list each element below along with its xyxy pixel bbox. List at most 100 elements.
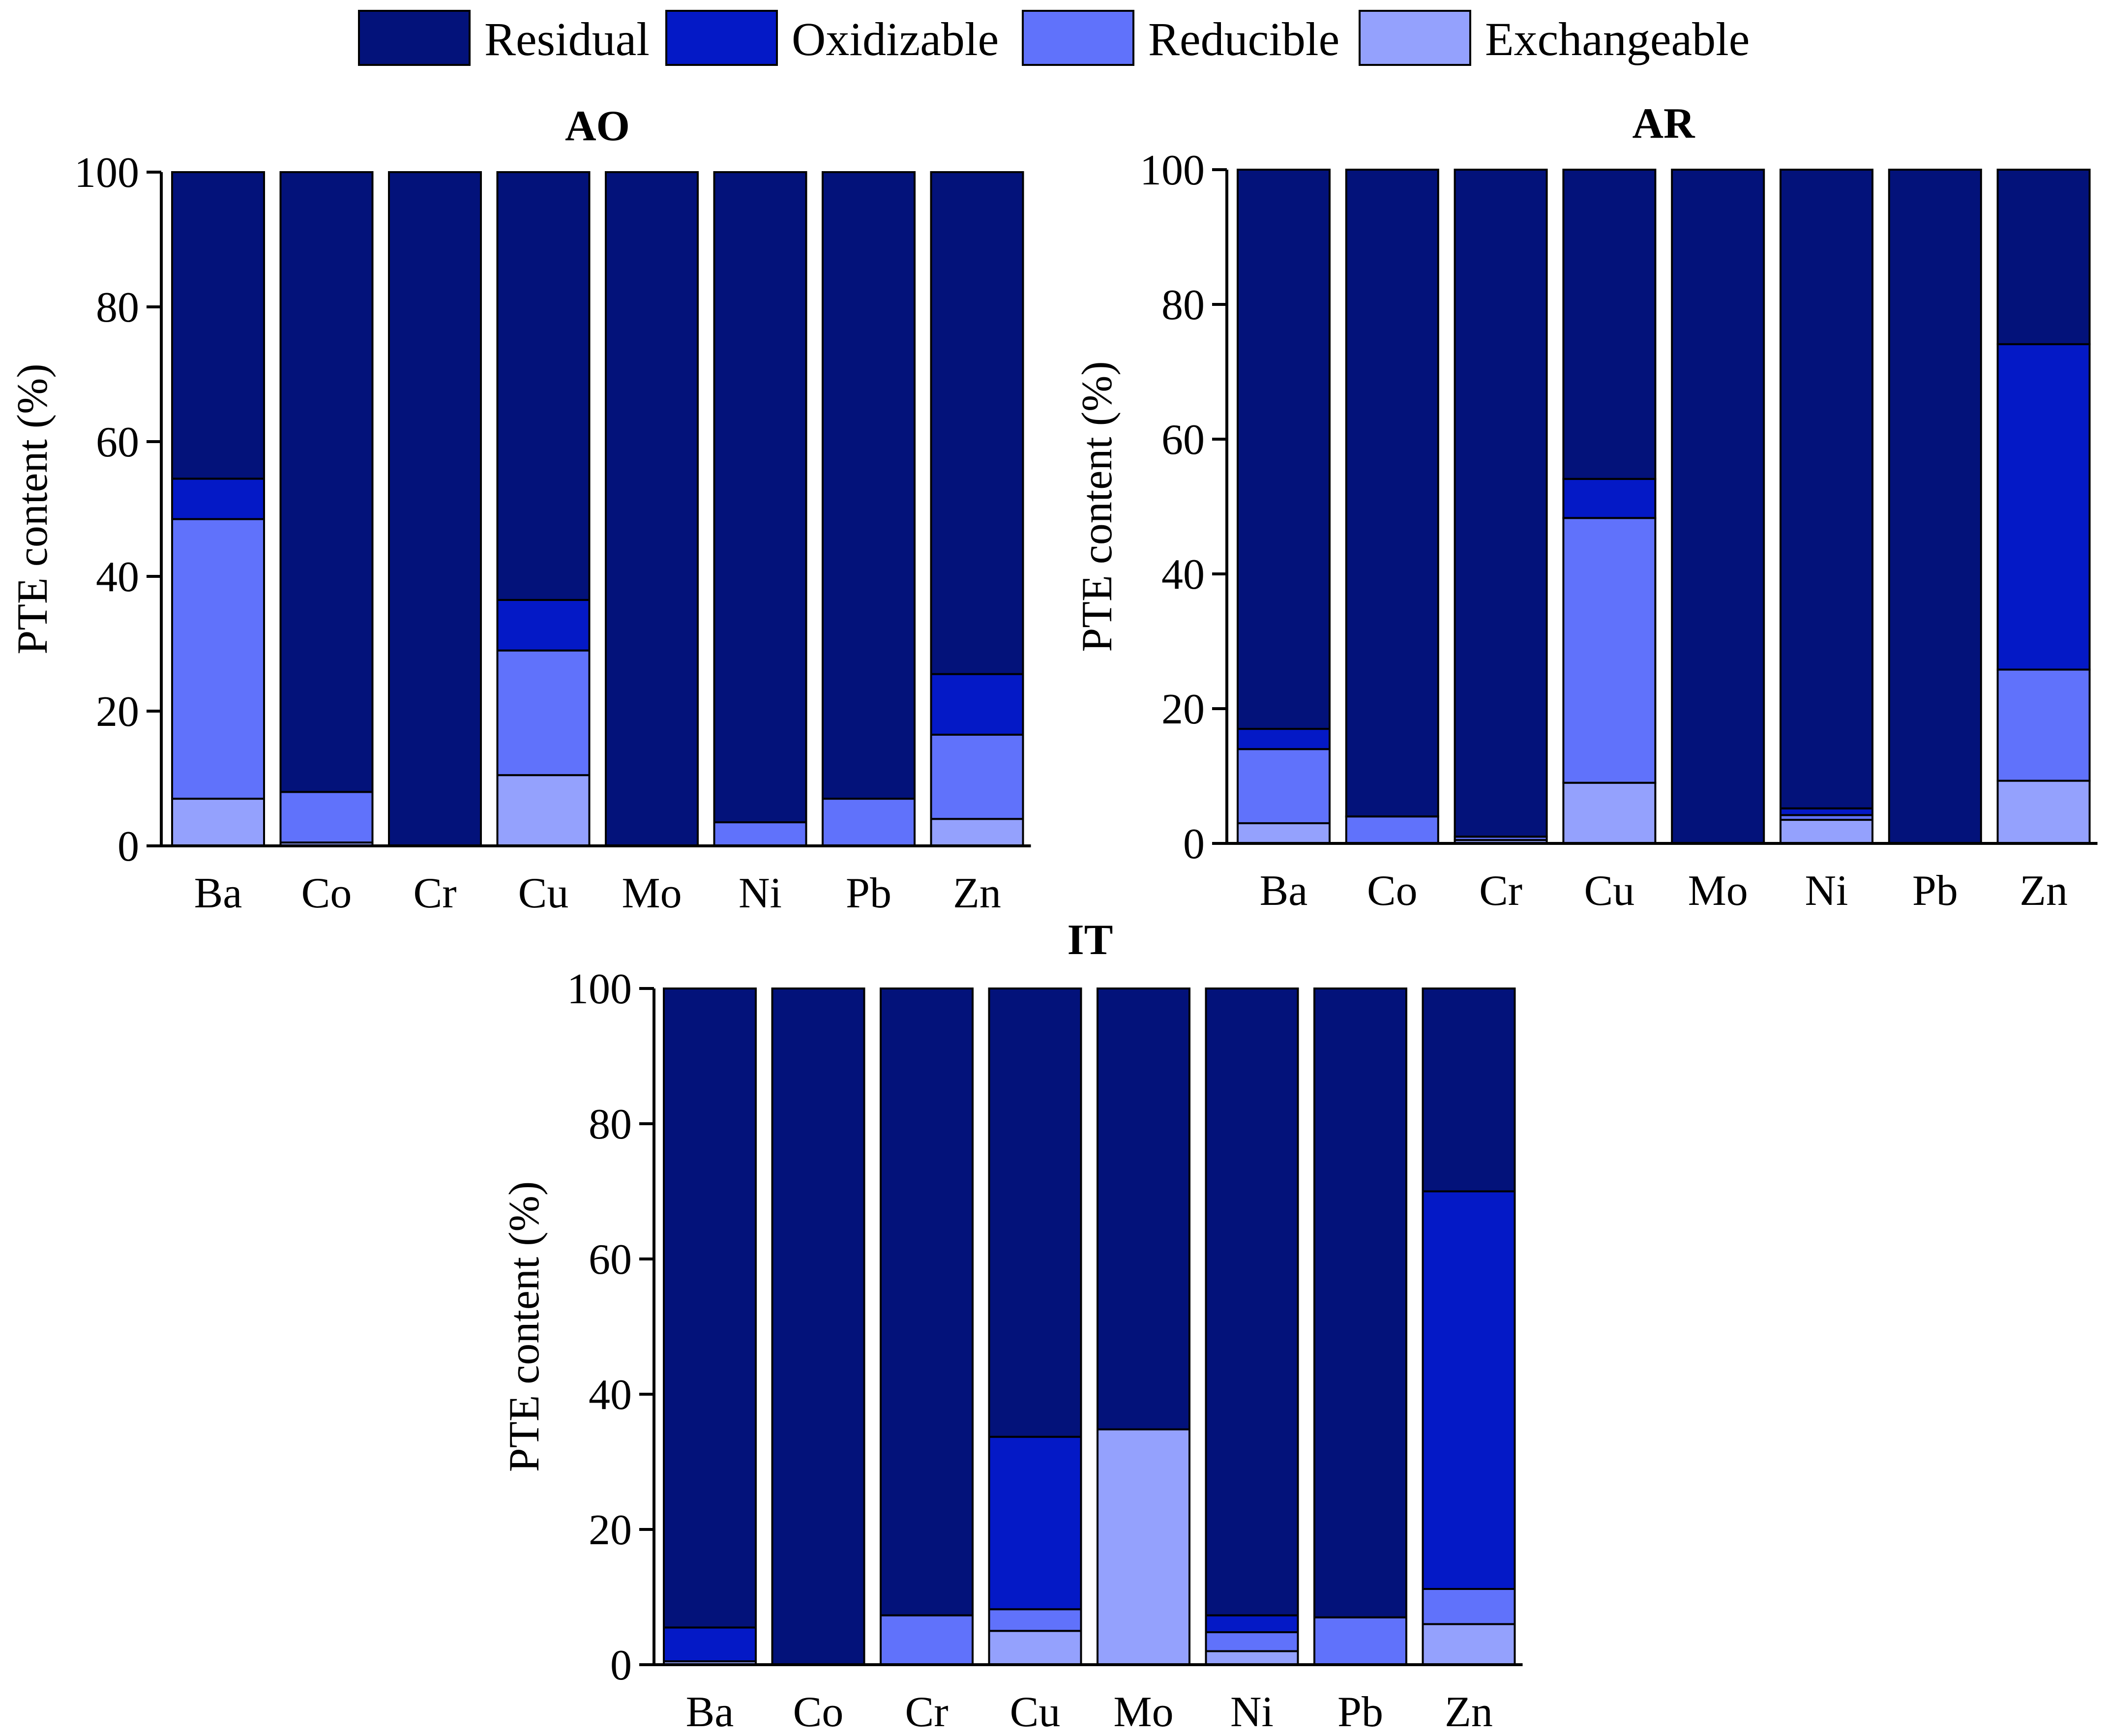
legend-label-oxidizable: Oxidizable (792, 13, 999, 65)
bar-ao-cu-oxidizable (496, 599, 591, 652)
bar-ar-cu-oxidizable (1562, 478, 1657, 519)
x-tick-label-it-zn: Zn (1445, 1688, 1493, 1736)
bar-it-ba-oxidizable (663, 1626, 757, 1663)
bar-ar-zn-exchangeable (1996, 779, 2091, 844)
bar-it-co-residual (771, 988, 865, 1666)
panel-title-it: IT (1068, 916, 1113, 964)
legend-swatch-residual (358, 10, 471, 66)
bar-it-zn-reducible (1422, 1588, 1516, 1625)
bar-ao-zn-residual (930, 171, 1024, 675)
x-tick-label-ao-ni: Ni (739, 869, 782, 917)
x-tick-label-ar-co: Co (1367, 867, 1418, 915)
bar-ar-ba-residual (1237, 169, 1331, 730)
y-tick-label-ao-80: 80 (96, 284, 139, 331)
bar-ao-ba-oxidizable (171, 478, 265, 520)
legend-swatch-oxidizable (665, 10, 778, 66)
bar-ao-co-residual (279, 171, 374, 793)
bar-ao-cu-reducible (496, 649, 591, 777)
panel-it: IT PTE content (%) Ba Co Cr Cu Mo Ni Pb Zn 0 20 40 60… (501, 916, 1523, 1736)
x-tick-label-it-ba: Ba (686, 1688, 734, 1736)
y-tick-label-ar-40: 40 (1161, 551, 1205, 599)
bar-ao-ni-residual (713, 171, 807, 824)
bar-ao-ba-reducible (171, 518, 265, 800)
bar-ar-zn-reducible (1996, 668, 2091, 782)
x-tick-label-it-co: Co (793, 1688, 844, 1736)
bar-it-zn-residual (1422, 988, 1516, 1193)
bar-it-pb-residual (1313, 988, 1407, 1618)
y-tick-label-ar-60: 60 (1161, 416, 1205, 464)
bar-it-cu-exchangeable (988, 1630, 1082, 1666)
x-tick-label-ao-cu: Cu (518, 869, 569, 917)
bar-ar-ni-oxidizable (1780, 807, 1873, 816)
y-tick-label-it-100: 100 (567, 965, 632, 1013)
y-tick-label-ao-20: 20 (96, 688, 139, 736)
bar-it-cr-residual (880, 988, 974, 1616)
y-tick-label-ar-80: 80 (1161, 281, 1205, 329)
bar-ar-ba-oxidizable (1237, 728, 1331, 750)
bar-it-mo-exchangeable (1097, 1428, 1190, 1666)
bar-ar-ni-residual (1780, 169, 1873, 809)
bar-ar-ba-reducible (1237, 748, 1331, 824)
x-tick-label-ar-cu: Cu (1584, 867, 1635, 915)
bar-ar-cu-reducible (1562, 517, 1657, 784)
bar-ar-mo-residual (1671, 169, 1765, 844)
bar-it-ni-oxidizable (1205, 1614, 1299, 1633)
bar-ao-ni-reducible (713, 821, 807, 847)
y-tick-label-it-60: 60 (589, 1236, 632, 1284)
y-tick-label-ao-0: 0 (118, 823, 139, 870)
x-tick-label-ao-pb: Pb (846, 869, 891, 917)
x-tick-label-it-cr: Cr (905, 1688, 949, 1736)
x-tick-label-it-pb: Pb (1337, 1688, 1383, 1736)
bar-ar-cu-residual (1562, 169, 1657, 480)
bar-ao-zn-exchangeable (930, 818, 1024, 847)
bar-it-zn-exchangeable (1422, 1623, 1516, 1666)
legend-swatch-reducible (1022, 10, 1134, 66)
bar-ao-zn-reducible (930, 733, 1024, 820)
bar-ar-zn-oxidizable (1996, 343, 2091, 671)
y-tick-label-it-40: 40 (589, 1371, 632, 1419)
bar-it-ni-reducible (1205, 1631, 1299, 1652)
legend: Residual Oxidizable Reducible Exchangeable (358, 10, 1750, 66)
x-tick-label-it-cu: Cu (1010, 1688, 1061, 1736)
y-tick-label-ar-20: 20 (1161, 686, 1205, 733)
bar-ao-pb-reducible (822, 798, 916, 847)
bar-ao-mo-residual (605, 171, 699, 847)
bar-it-cu-residual (988, 988, 1082, 1438)
y-tick-label-it-0: 0 (610, 1642, 632, 1689)
bar-it-ni-exchangeable (1205, 1650, 1299, 1666)
x-tick-label-ar-ni: Ni (1805, 867, 1848, 915)
bar-ar-cr-residual (1454, 169, 1548, 838)
bar-ao-cu-residual (496, 171, 591, 601)
x-tick-label-ar-zn: Zn (2019, 867, 2068, 915)
x-tick-label-it-ni: Ni (1230, 1688, 1274, 1736)
legend-label-residual: Residual (484, 13, 650, 65)
bar-ao-ba-residual (171, 171, 265, 480)
bar-ar-ba-exchangeable (1237, 822, 1331, 845)
bar-ar-co-residual (1345, 169, 1439, 818)
legend-label-reducible: Reducible (1148, 13, 1339, 65)
y-axis-title-ao: PTE content (%) (9, 363, 57, 654)
x-tick-label-ao-co: Co (301, 869, 352, 917)
bar-it-cu-oxidizable (988, 1436, 1082, 1611)
bar-ao-ba-exchangeable (171, 798, 265, 847)
y-axis-title-ar: PTE content (%) (1073, 361, 1121, 652)
x-tick-label-it-mo: Mo (1113, 1688, 1173, 1736)
x-tick-label-ar-cr: Cr (1479, 867, 1522, 915)
y-tick-label-ar-100: 100 (1140, 147, 1205, 194)
x-tick-label-ao-cr: Cr (414, 869, 457, 917)
x-tick-label-ao-zn: Zn (953, 869, 1001, 917)
legend-swatch-exchangeable (1359, 10, 1471, 66)
bar-it-mo-residual (1097, 988, 1190, 1431)
bar-ao-cr-residual (388, 171, 482, 847)
x-tick-label-ar-ba: Ba (1260, 867, 1308, 915)
bar-ao-zn-oxidizable (930, 673, 1024, 736)
bar-it-pb-reducible (1313, 1616, 1407, 1666)
legend-label-exchangeable: Exchangeable (1485, 13, 1750, 65)
bar-ar-cu-exchangeable (1562, 781, 1657, 844)
bar-it-cu-reducible (988, 1608, 1082, 1632)
y-tick-label-it-20: 20 (589, 1506, 632, 1554)
y-tick-label-ar-0: 0 (1183, 820, 1205, 868)
bar-ar-ni-exchangeable (1780, 819, 1873, 845)
bar-ar-co-reducible (1345, 815, 1439, 844)
